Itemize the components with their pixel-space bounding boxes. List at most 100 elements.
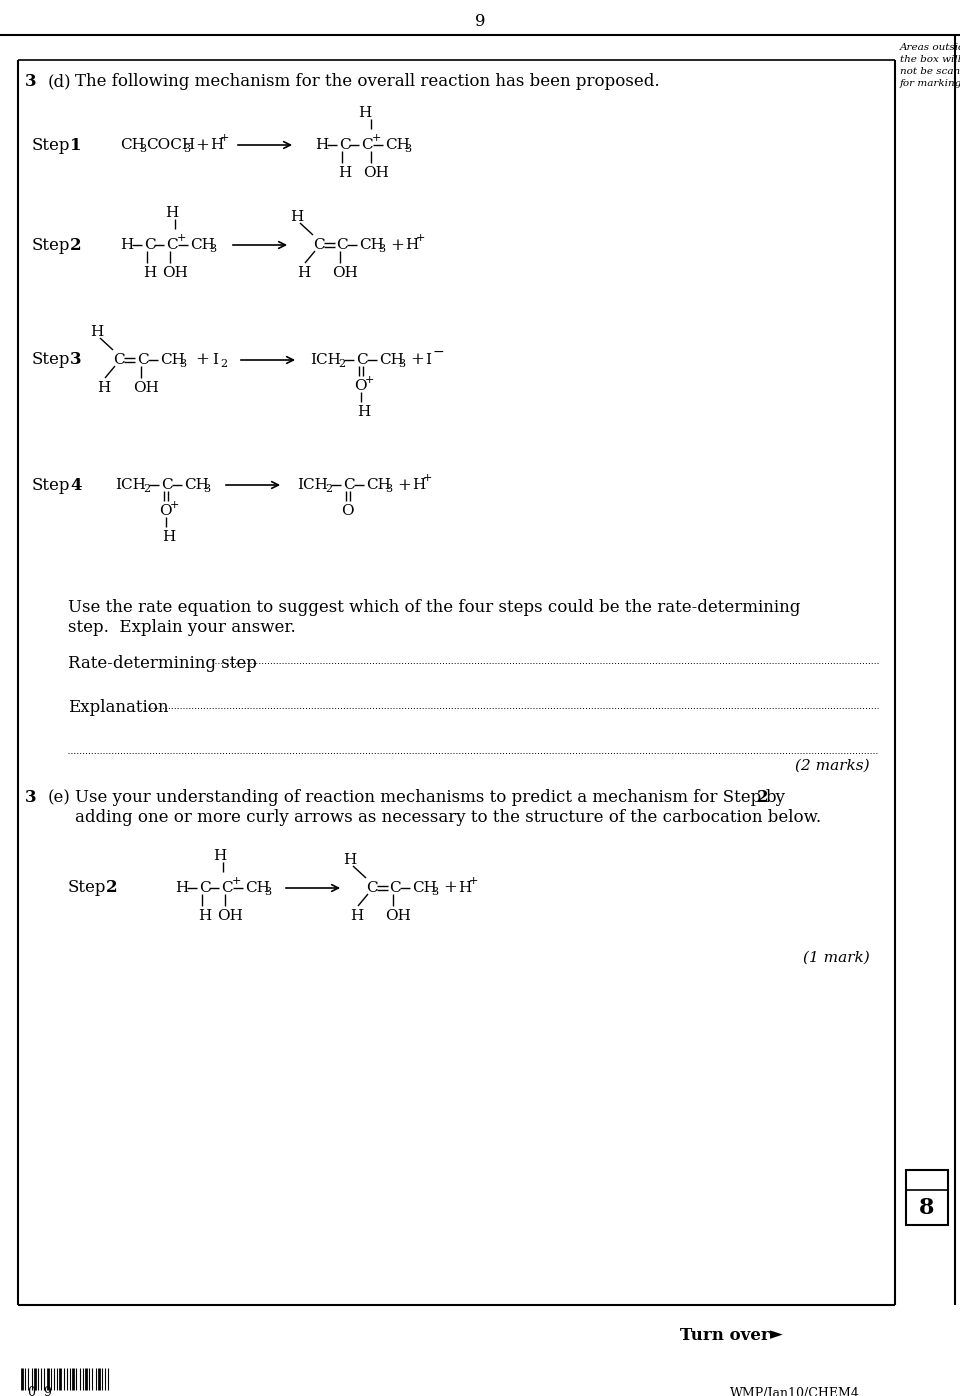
Text: H: H [350, 909, 363, 923]
Text: 3: 3 [25, 790, 36, 807]
Text: H: H [165, 207, 179, 221]
Text: C: C [361, 138, 372, 152]
Text: 2: 2 [325, 484, 332, 494]
Text: CH: CH [366, 477, 391, 491]
Text: H: H [297, 267, 310, 281]
Text: H: H [143, 267, 156, 281]
Text: Use your understanding of reaction mechanisms to predict a mechanism for Step: Use your understanding of reaction mecha… [75, 790, 761, 807]
Text: H: H [315, 138, 328, 152]
Text: Step: Step [32, 236, 70, 254]
Text: C: C [366, 881, 377, 895]
Text: OH: OH [133, 381, 158, 395]
Text: CH: CH [412, 881, 437, 895]
Text: H: H [198, 909, 211, 923]
Text: for marking: for marking [900, 80, 960, 88]
Text: OH: OH [217, 909, 243, 923]
Text: (e): (e) [48, 790, 71, 807]
Text: 3: 3 [183, 144, 190, 154]
Text: +: + [443, 879, 457, 896]
Text: I: I [212, 353, 218, 367]
Text: 2: 2 [106, 879, 118, 896]
Text: C: C [161, 477, 173, 491]
Text: H: H [357, 405, 371, 419]
Text: The following mechanism for the overall reaction has been proposed.: The following mechanism for the overall … [75, 74, 660, 91]
Text: +: + [390, 236, 404, 254]
Text: +: + [410, 352, 424, 369]
Text: H: H [405, 237, 419, 253]
Text: H: H [290, 209, 303, 223]
Text: 3: 3 [203, 484, 210, 494]
Text: +: + [469, 877, 478, 886]
Text: H: H [338, 166, 351, 180]
Text: H: H [162, 530, 176, 544]
Text: H: H [120, 237, 133, 253]
Text: +: + [397, 476, 411, 494]
Text: the box will: the box will [900, 56, 960, 64]
Text: +: + [220, 133, 229, 142]
Text: C: C [199, 881, 210, 895]
Text: H: H [343, 853, 356, 867]
Text: 3: 3 [179, 359, 186, 369]
Text: WMP/Jan10/CHEM4: WMP/Jan10/CHEM4 [731, 1386, 860, 1396]
Text: Step: Step [32, 352, 70, 369]
Text: ICH: ICH [115, 477, 146, 491]
Text: C: C [137, 353, 149, 367]
Text: +: + [195, 137, 209, 154]
Bar [906, 1170, 948, 1226]
Text: (2 marks): (2 marks) [796, 759, 870, 773]
Text: CH: CH [120, 138, 145, 152]
Text: C: C [356, 353, 368, 367]
Text: Areas outside: Areas outside [900, 43, 960, 53]
Text: C: C [339, 138, 350, 152]
Text: C: C [113, 353, 125, 367]
Text: +: + [177, 233, 186, 243]
Text: C: C [389, 881, 400, 895]
Text: O: O [159, 504, 172, 518]
Text: H: H [412, 477, 425, 491]
Text: 3: 3 [139, 144, 146, 154]
Text: ICH: ICH [310, 353, 341, 367]
Text: −: − [433, 345, 444, 359]
Text: 2: 2 [757, 790, 769, 807]
Text: CH: CH [359, 237, 384, 253]
Text: 3: 3 [70, 352, 82, 369]
Text: by: by [766, 790, 786, 807]
Text: ICH: ICH [297, 477, 328, 491]
Text: CH: CH [160, 353, 185, 367]
Text: ►: ► [770, 1326, 782, 1343]
Text: Explanation: Explanation [68, 699, 169, 716]
Text: +: + [170, 500, 180, 510]
Text: CH: CH [379, 353, 404, 367]
Text: Step: Step [32, 137, 70, 154]
Text: O: O [354, 378, 367, 394]
Text: (d): (d) [48, 74, 72, 91]
Text: 2: 2 [143, 484, 150, 494]
Text: O: O [341, 504, 353, 518]
Text: 3: 3 [431, 886, 438, 898]
Text: CH: CH [190, 237, 215, 253]
Text: OH: OH [332, 267, 358, 281]
Text: 3: 3 [398, 359, 405, 369]
Text: H: H [175, 881, 188, 895]
Text: +: + [423, 473, 432, 483]
Text: 3: 3 [25, 74, 36, 91]
Text: C: C [166, 237, 178, 253]
Text: adding one or more curly arrows as necessary to the structure of the carbocation: adding one or more curly arrows as neces… [75, 810, 821, 826]
Text: COCH: COCH [146, 138, 195, 152]
Text: 8: 8 [920, 1196, 935, 1219]
Text: +: + [365, 376, 374, 385]
Text: +: + [416, 233, 425, 243]
Text: 1: 1 [70, 137, 82, 154]
Text: H: H [210, 138, 224, 152]
Text: Step: Step [32, 476, 70, 494]
Text: Step: Step [68, 879, 107, 896]
Text: C: C [144, 237, 156, 253]
Text: H: H [358, 106, 372, 120]
Text: CH: CH [184, 477, 209, 491]
Text: 2: 2 [338, 359, 346, 369]
Text: 3: 3 [209, 244, 216, 254]
Text: OH: OH [363, 166, 389, 180]
Text: 3: 3 [404, 144, 411, 154]
Text: +: + [195, 352, 209, 369]
Text: H: H [97, 381, 110, 395]
